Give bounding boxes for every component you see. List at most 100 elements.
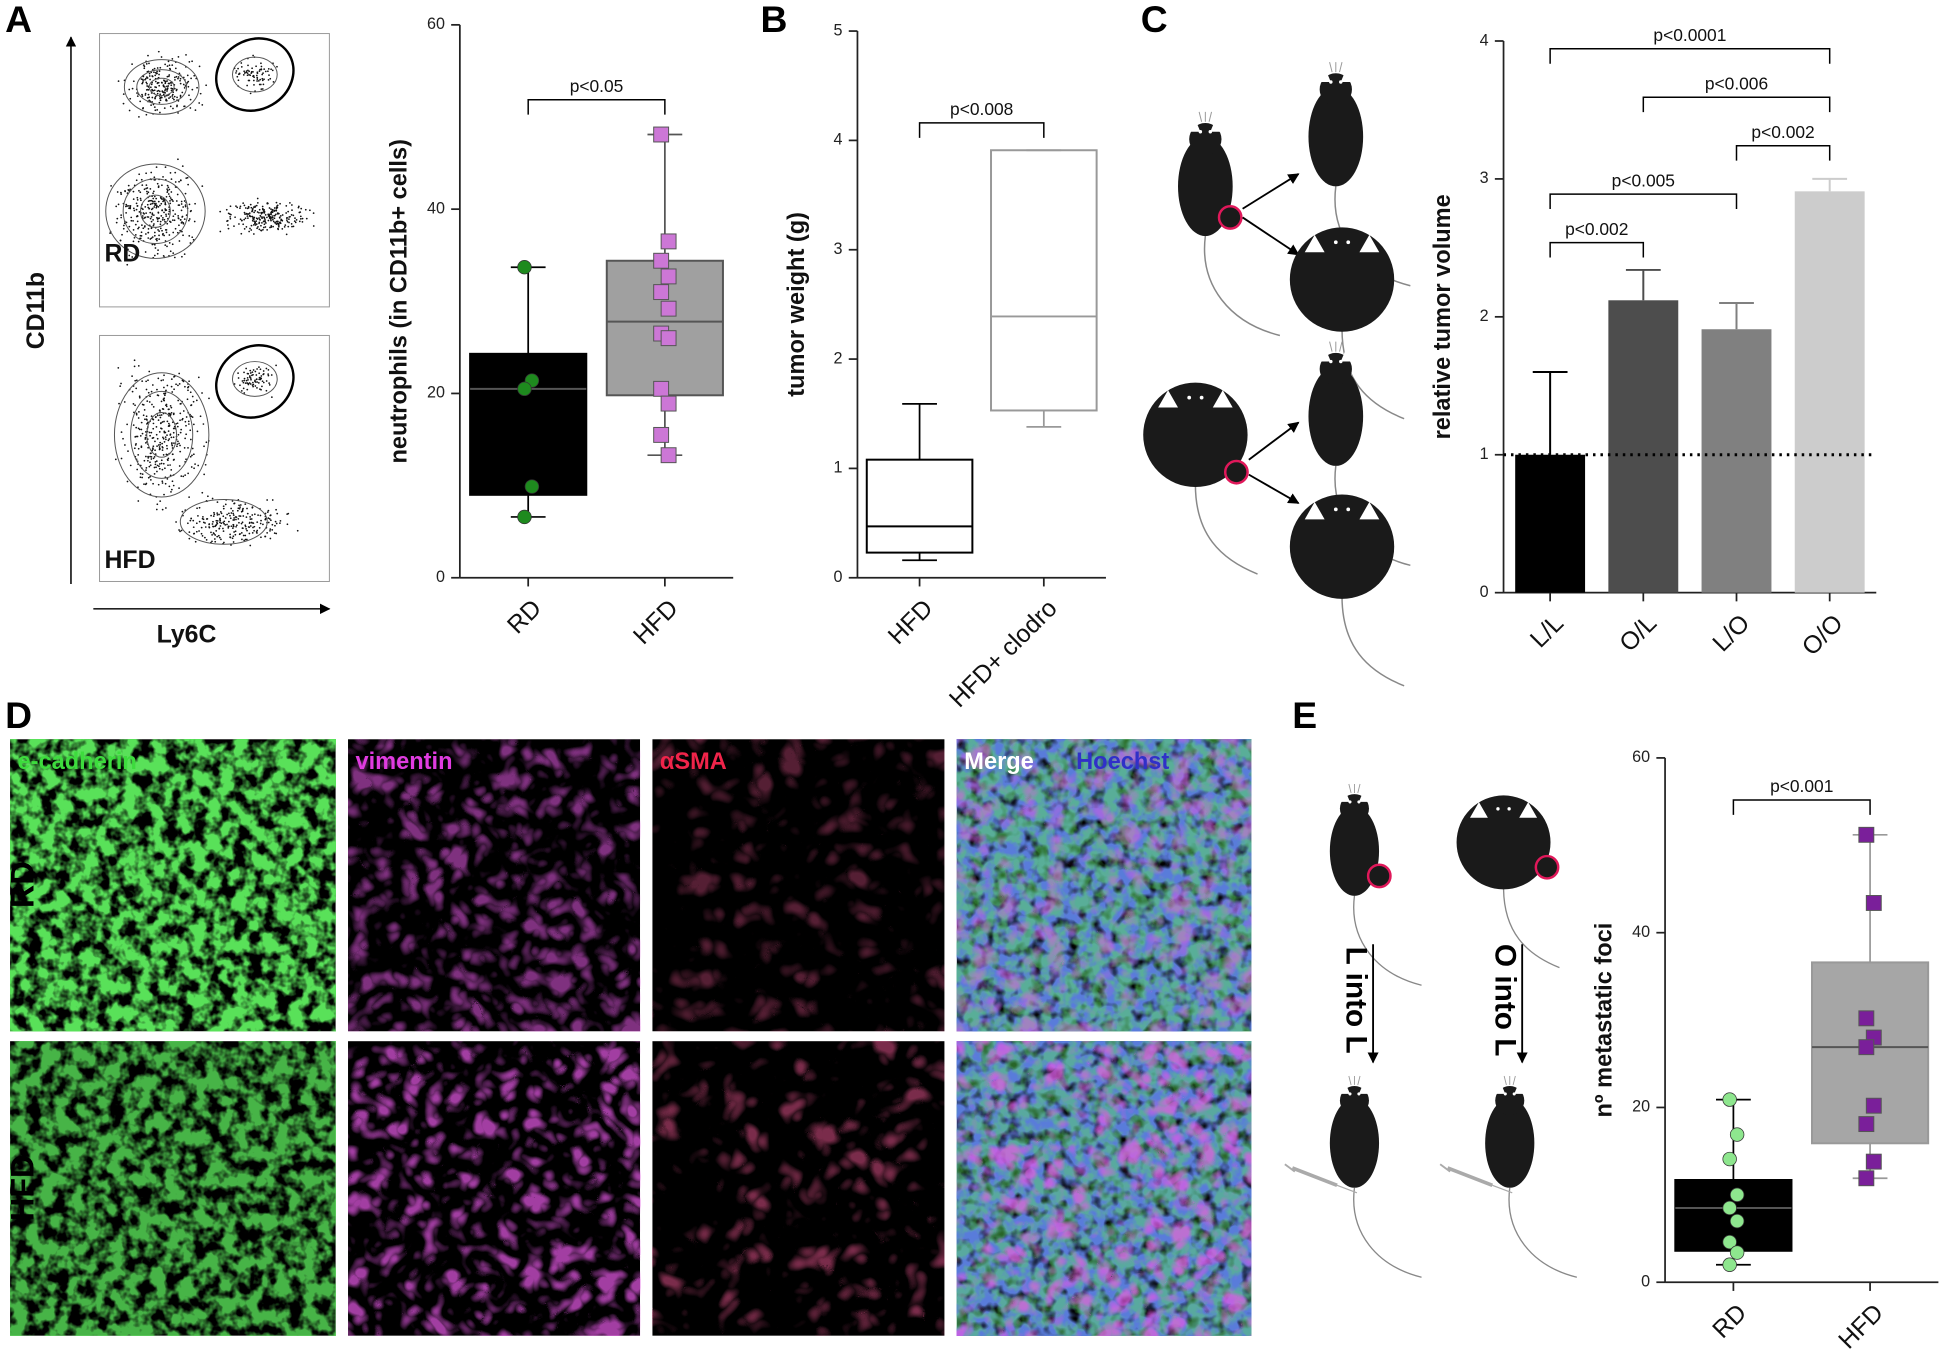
flow-dot [167,60,170,63]
flow-dot [133,209,136,212]
micrograph [652,1041,945,1336]
data-point [1729,1213,1745,1229]
flow-dot [232,514,235,517]
flow-dot [233,225,235,228]
flow-dot [212,520,214,523]
flow-dot [159,443,162,446]
flow-dot [164,392,167,395]
flow-dot [125,211,127,214]
flow-dot [243,211,246,214]
flow-dot [261,385,263,388]
flow-dot [137,417,140,419]
flow-dot [270,225,273,227]
flow-dot [262,228,264,231]
contour [113,372,210,498]
flow-dot [219,517,221,520]
flow-dot [171,391,174,393]
flow-dot [226,220,228,223]
flow-dot [132,424,135,427]
flow-dot [270,374,273,376]
x-tick-label: HFD [629,595,684,650]
flow-dot [145,469,147,472]
flow-dot [180,200,183,203]
flow-dot [177,217,180,220]
flow-dot [172,252,175,254]
y-tick-label: 0 [834,568,843,586]
flow-dot [126,263,129,266]
flow-dot [190,517,192,520]
flow-dot [131,390,134,393]
flow-dot [138,116,140,118]
flow-dot [211,540,213,543]
flow-dot [255,204,258,207]
flow-dot [229,205,232,208]
flow-dot [158,84,161,87]
flow-dot [157,50,160,53]
gate [215,344,295,419]
flow-dot [165,99,168,102]
flow-dot [189,391,192,394]
flow-dot [166,80,168,82]
flow-dot [159,111,161,114]
flow-dot [149,478,152,481]
flow-dot [273,217,276,220]
flow-dot [154,109,157,112]
flow-dot [219,519,222,522]
flow-dot [220,522,223,525]
flow-dot [197,376,200,379]
flow-dot [305,217,308,220]
flow-dot [155,238,157,241]
significance-bracket [1549,193,1738,210]
flow-dot [216,535,219,538]
flow-dot [183,447,186,449]
flow-dot [179,419,181,422]
data-point [660,395,677,412]
flow-dot [166,75,169,78]
flow-dot [186,82,189,84]
flow-dot [186,176,189,179]
significance-label: p<0.002 [1565,219,1628,239]
flow-dot [155,460,158,462]
flow-dot [187,389,189,392]
gate [215,37,295,112]
significance-label: p<0.006 [1705,73,1768,93]
flow-dot [147,54,149,57]
flow-dot [257,80,260,82]
flow-dot [241,521,244,524]
flow-dot [144,94,147,96]
flow-dot [267,374,270,377]
flow-dot [249,516,251,518]
flow-dot [148,62,150,65]
flow-dot [139,434,142,437]
flow-dot [178,465,181,467]
flow-dot [278,217,281,219]
flow-dot [170,89,173,92]
flow-dot [166,191,169,193]
flow-dot [164,203,167,206]
flow-dot [254,385,257,387]
flow-dot [135,179,138,182]
flow-dot [273,209,276,212]
flow-dot [188,496,190,498]
flow-dot [132,403,135,405]
flow-dot [195,522,198,525]
flow-dot [169,96,172,98]
flow-dot [145,212,147,214]
flow-dot [167,464,169,467]
flow-dot [250,224,253,227]
flow-dot [168,64,171,67]
flow-dot [142,78,144,81]
flow-dot [151,200,154,203]
flow-dot [159,409,161,412]
flow-dot [151,403,153,406]
mouse [1455,794,1561,969]
flow-dot [182,410,185,412]
flow-dot [211,534,213,536]
flow-dot [159,500,162,502]
flow-dot [235,205,237,207]
flow-dot [174,227,177,230]
y-tick-label: 0 [1641,1273,1650,1291]
flow-dot [191,88,194,91]
x-tick-label: HFD+ clodro [945,595,1063,713]
flow-dot [145,388,148,391]
